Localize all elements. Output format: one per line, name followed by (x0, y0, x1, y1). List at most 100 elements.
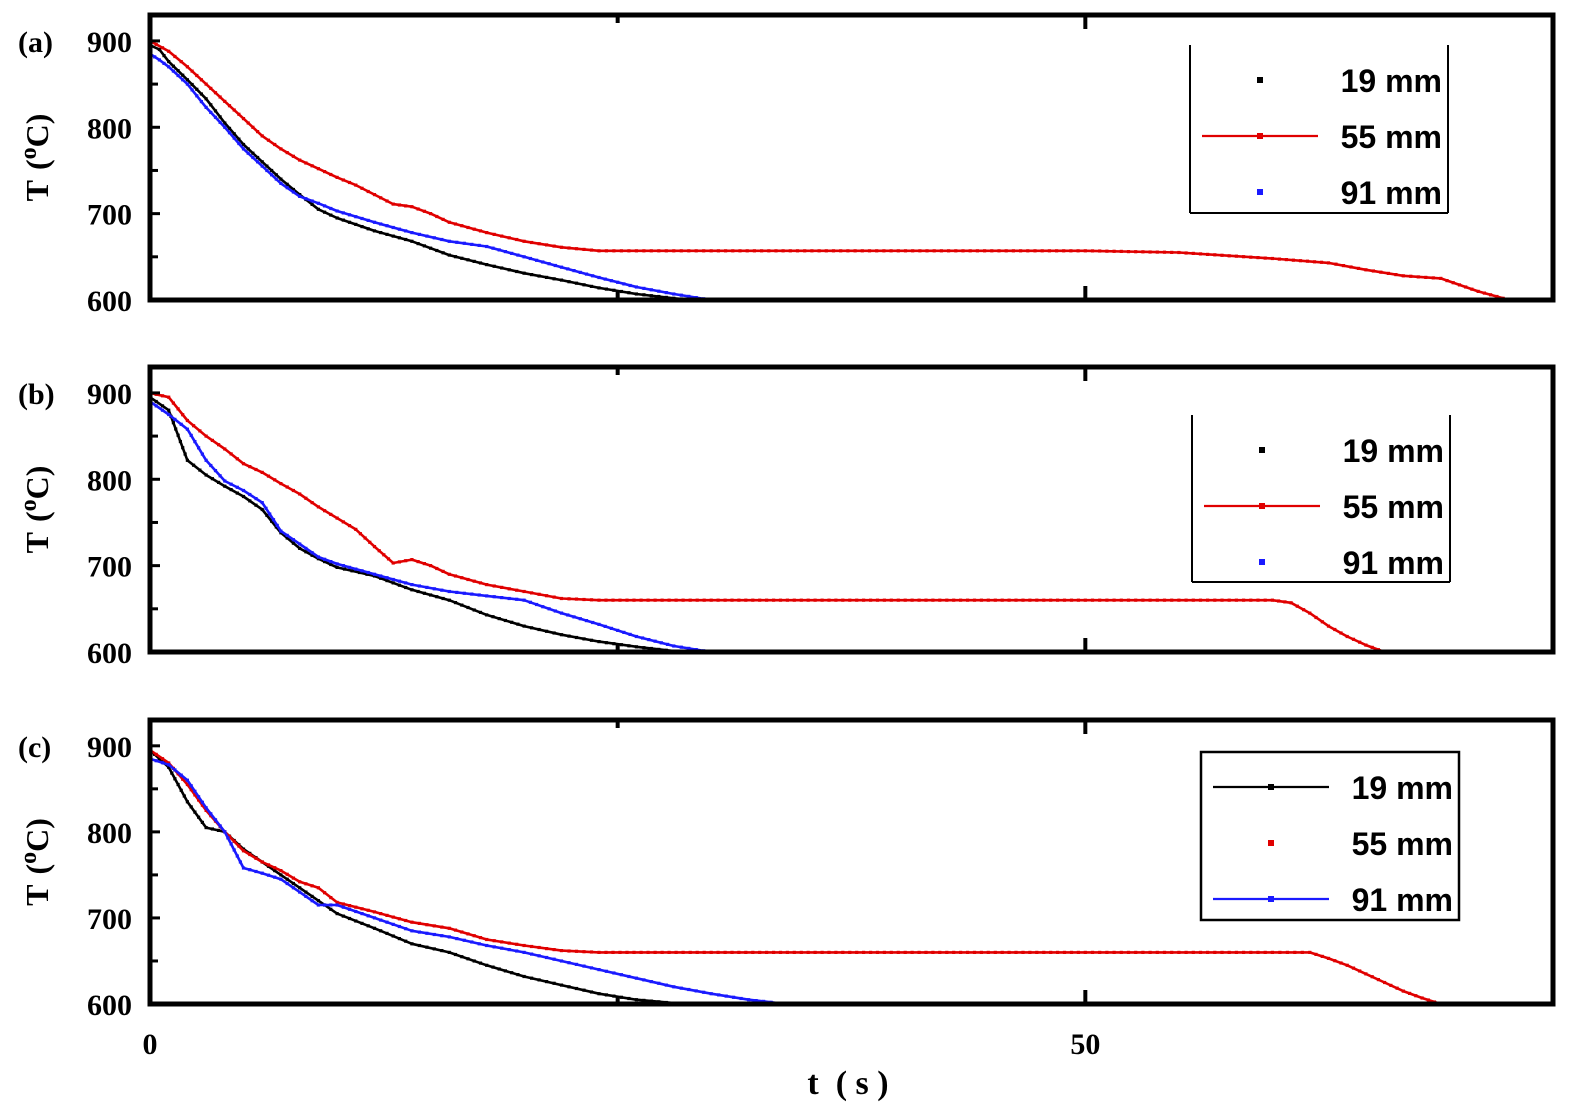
data-point (360, 216, 364, 221)
data-point (273, 875, 277, 879)
data-point (1220, 253, 1224, 257)
data-point (1112, 598, 1116, 602)
data-point (1414, 994, 1418, 998)
data-point (335, 562, 339, 566)
data-point (1000, 598, 1004, 602)
data-point (368, 540, 372, 544)
data-point (341, 564, 345, 568)
data-point (298, 880, 302, 884)
data-point (634, 634, 638, 639)
data-point (762, 999, 766, 1003)
data-point (862, 598, 866, 602)
data-point (466, 932, 470, 936)
data-point (1298, 259, 1303, 263)
data-point (1206, 950, 1210, 954)
data-point (1351, 637, 1356, 641)
data-point (961, 249, 965, 253)
data-point (422, 562, 426, 566)
data-point (440, 925, 444, 929)
data-point (417, 921, 421, 925)
data-point (1134, 598, 1138, 602)
data-point (917, 598, 921, 602)
data-point (559, 959, 564, 963)
data-point (335, 565, 339, 569)
data-point (366, 189, 370, 194)
data-point (1293, 950, 1297, 954)
data-point (986, 598, 990, 602)
data-point (500, 266, 504, 270)
data-point (627, 644, 631, 648)
data-point (627, 291, 631, 295)
data-point (416, 560, 420, 564)
data-point (477, 593, 481, 597)
data-point (903, 598, 907, 602)
data-point (649, 646, 653, 651)
data-point (574, 962, 579, 966)
data-point (385, 579, 389, 583)
data-point (209, 86, 213, 90)
data-point (462, 591, 466, 595)
data-point (270, 173, 274, 177)
data-point (285, 533, 289, 537)
data-point (477, 942, 481, 946)
data-point (265, 164, 269, 168)
data-point (391, 234, 395, 238)
data-point (460, 955, 464, 959)
data-point (204, 473, 208, 477)
data-point (162, 54, 166, 58)
data-point (223, 484, 227, 488)
data-point (422, 591, 426, 595)
data-point (641, 636, 645, 640)
data-point (1198, 950, 1203, 954)
data-point (323, 560, 327, 564)
data-point (291, 886, 295, 890)
data-point (316, 899, 320, 903)
data-point (1155, 950, 1159, 954)
data-point (679, 986, 683, 990)
data-point (503, 250, 507, 254)
data-point (416, 207, 420, 211)
data-point (386, 557, 391, 561)
data-point (441, 596, 445, 601)
data-point (1464, 285, 1468, 289)
data-point (260, 164, 264, 168)
data-point (1170, 950, 1174, 954)
data-point (372, 574, 377, 578)
data-point (628, 283, 632, 288)
legend-label: 19 mm (1343, 433, 1444, 469)
data-point (329, 562, 333, 567)
data-point (1401, 989, 1405, 993)
data-point (417, 584, 421, 588)
data-point (1162, 250, 1167, 254)
data-point (477, 243, 481, 247)
data-point (447, 935, 451, 939)
data-point (516, 622, 520, 626)
data-point (447, 598, 451, 602)
series-line-19-mm (150, 44, 707, 300)
y-axis-label-symbol: T (19, 180, 55, 201)
data-point (204, 826, 208, 830)
data-point (279, 873, 283, 877)
data-point (1042, 598, 1046, 602)
legend-marker (1268, 784, 1274, 790)
data-point (1431, 276, 1435, 280)
data-point (218, 120, 222, 124)
data-point (310, 899, 314, 903)
data-point (453, 952, 458, 957)
data-point (198, 429, 202, 433)
data-point (1206, 252, 1210, 256)
data-point (1364, 972, 1368, 976)
data-point (767, 249, 771, 253)
data-point (422, 209, 426, 213)
data-point (1076, 249, 1080, 253)
data-point (185, 782, 189, 787)
data-point (251, 155, 255, 160)
data-point (522, 624, 526, 628)
legend-marker (1268, 840, 1274, 846)
data-point (1042, 950, 1046, 954)
data-point (547, 262, 551, 266)
data-point (248, 465, 252, 469)
data-point (491, 615, 495, 619)
data-point (354, 527, 358, 531)
data-point (869, 598, 873, 602)
